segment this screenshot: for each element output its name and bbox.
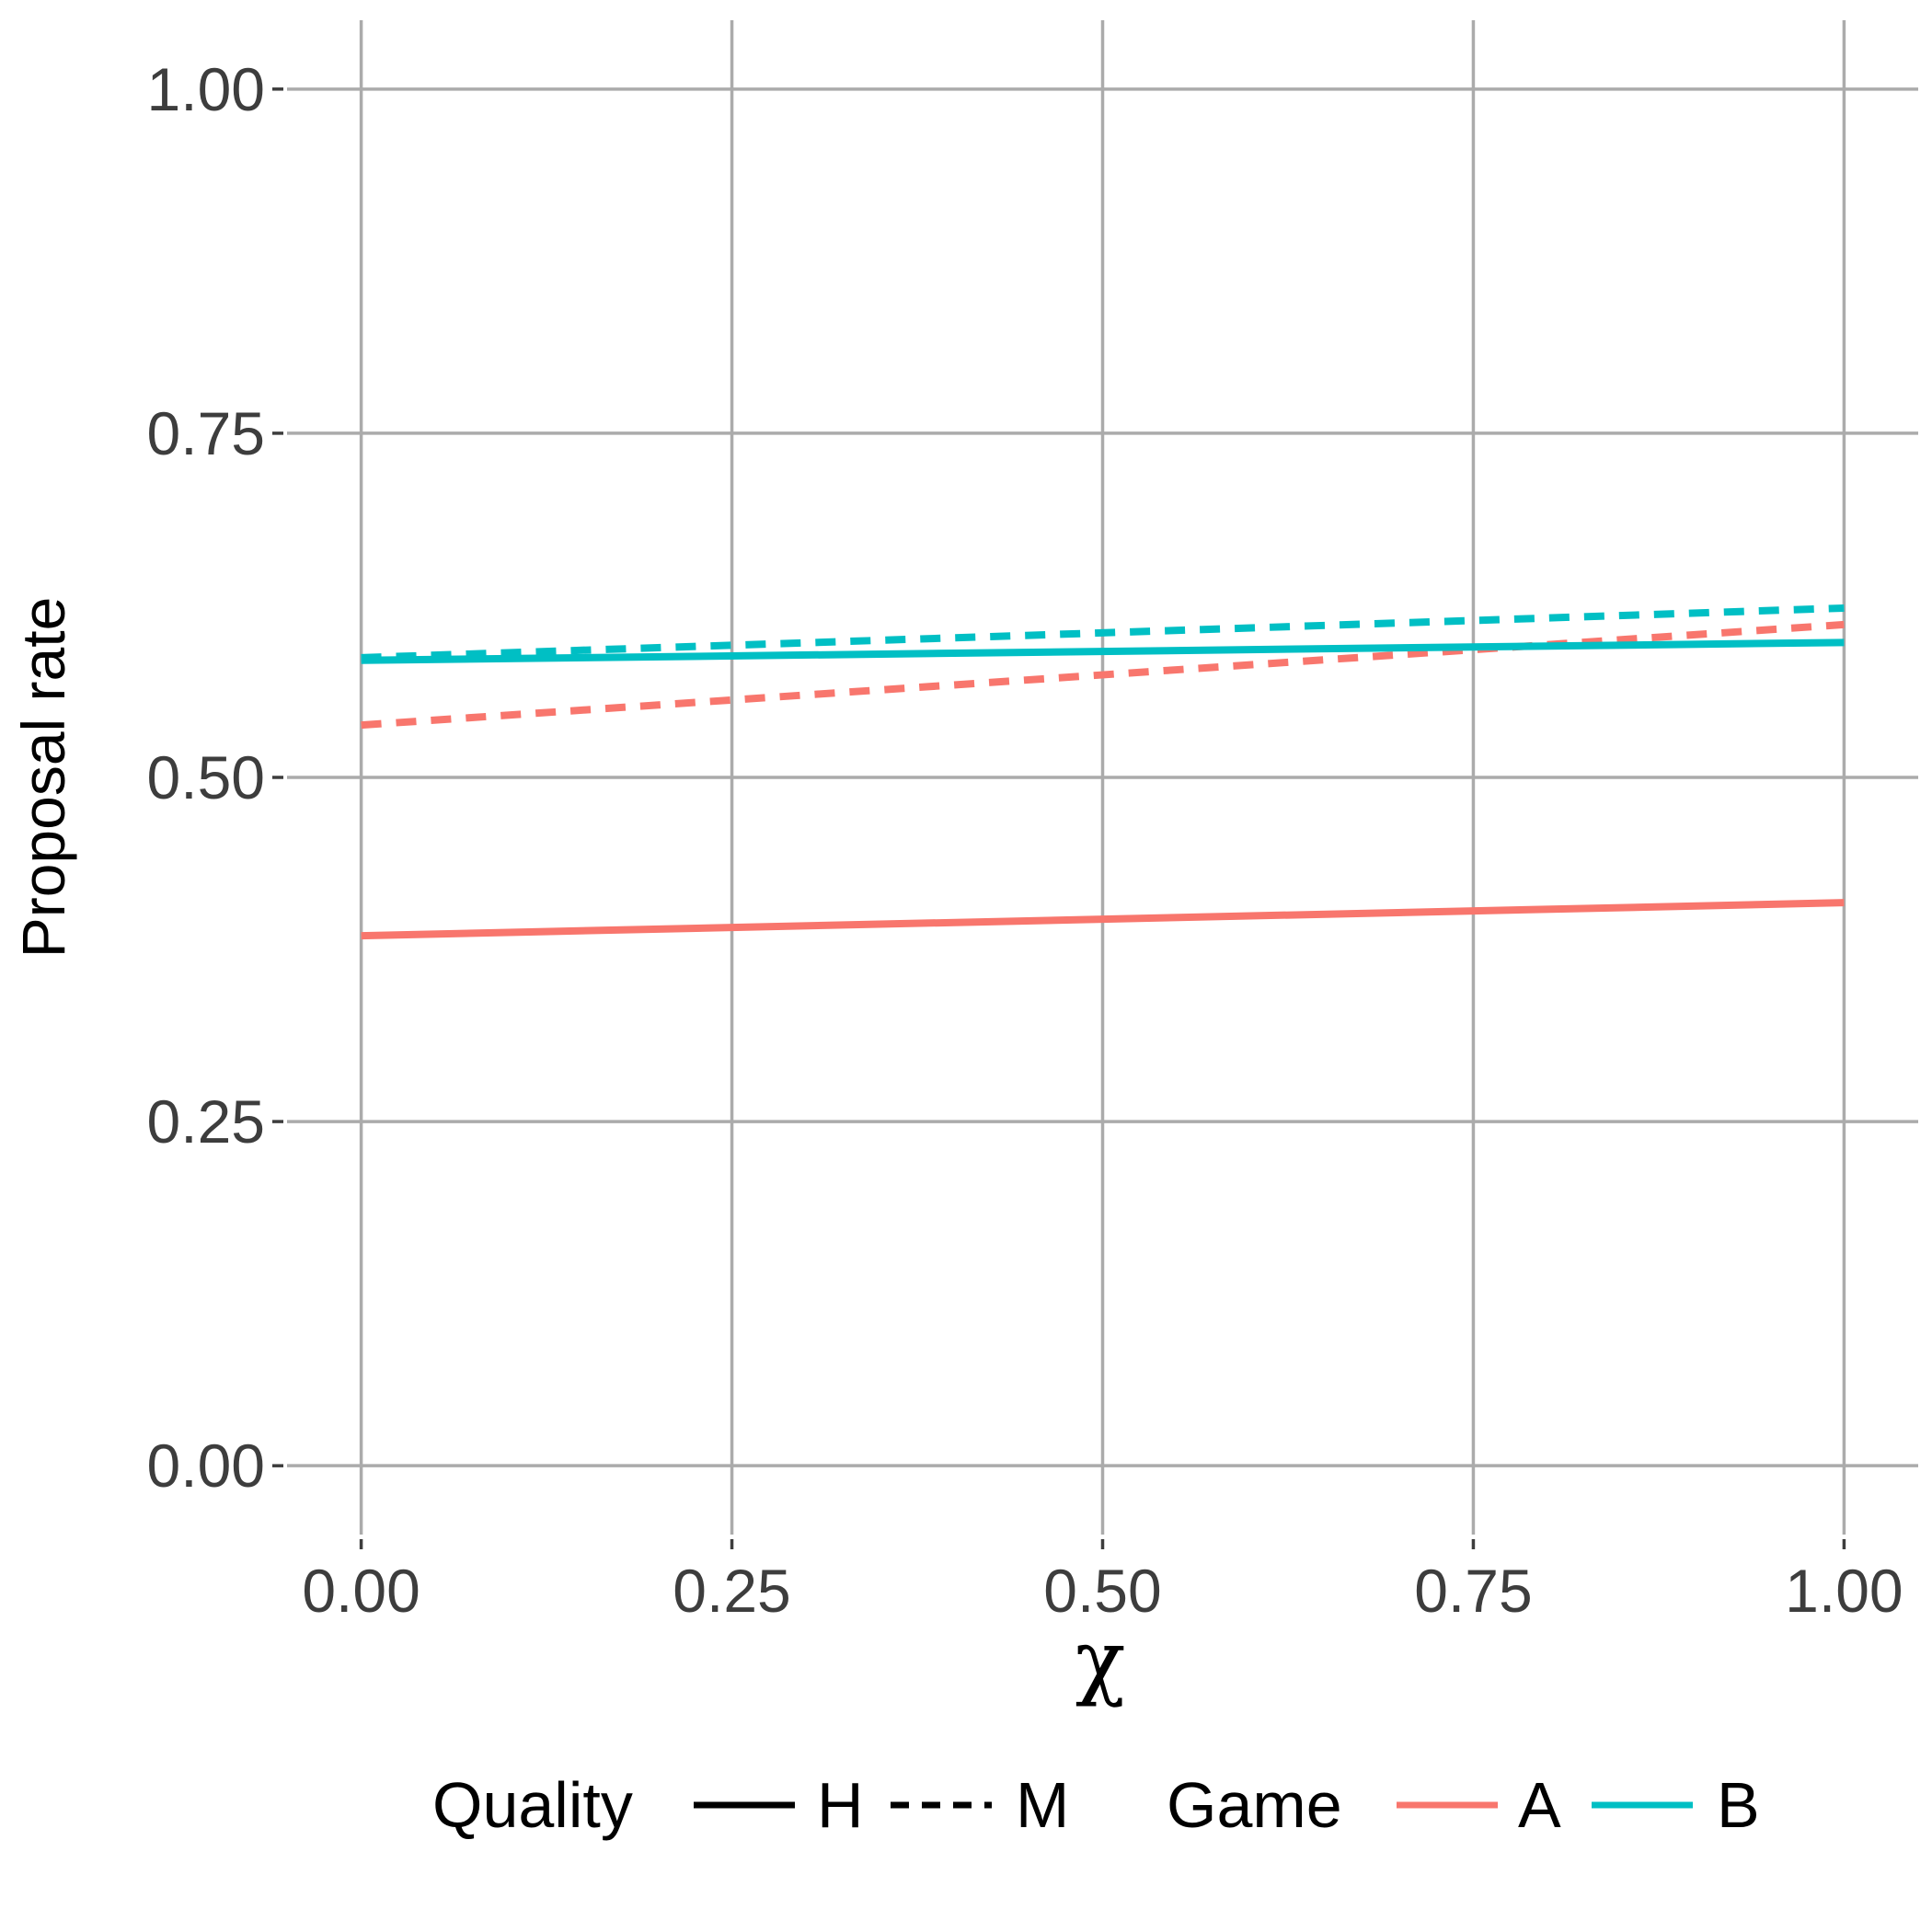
series-line-game-b-quality-h: [361, 638, 1845, 664]
x-axis-ticks: 0.00 0.25 0.50 0.75 1.00: [302, 1539, 1903, 1625]
x-tick-label: 0.75: [1414, 1557, 1532, 1625]
legend-label-a: A: [1518, 1769, 1561, 1841]
series-line-game-a-quality-m: [361, 620, 1845, 730]
x-tick-label: 1.00: [1785, 1557, 1903, 1625]
legend-label-h: H: [817, 1769, 864, 1841]
x-tick-label: 0.00: [302, 1557, 420, 1625]
legend-label-m: M: [1016, 1769, 1069, 1841]
y-gridlines: [287, 87, 1918, 1467]
series-line-game-b-quality-m: [361, 604, 1845, 661]
x-axis-title: χ: [1075, 1613, 1126, 1709]
x-tick-label: 0.25: [673, 1557, 790, 1625]
x-tick-label: 0.50: [1043, 1557, 1161, 1625]
y-tick-label: 0.25: [147, 1087, 265, 1156]
series-line-game-a-quality-h: [361, 899, 1845, 940]
y-tick-label: 0.00: [147, 1432, 265, 1500]
y-tick-label: 0.50: [147, 743, 265, 811]
legend-game-title: Game: [1167, 1769, 1342, 1841]
y-tick-label: 0.75: [147, 399, 265, 467]
y-axis-ticks: 0.00 0.25 0.50 0.75 1.00: [147, 55, 283, 1500]
legend-quality-title: Quality: [432, 1769, 633, 1841]
y-tick-label: 1.00: [147, 55, 265, 123]
legend-label-b: B: [1717, 1769, 1760, 1841]
legend: Quality H M Game A B: [432, 1769, 1760, 1841]
y-axis-title: Proposal rate: [9, 597, 77, 959]
series-lines: [361, 604, 1845, 940]
